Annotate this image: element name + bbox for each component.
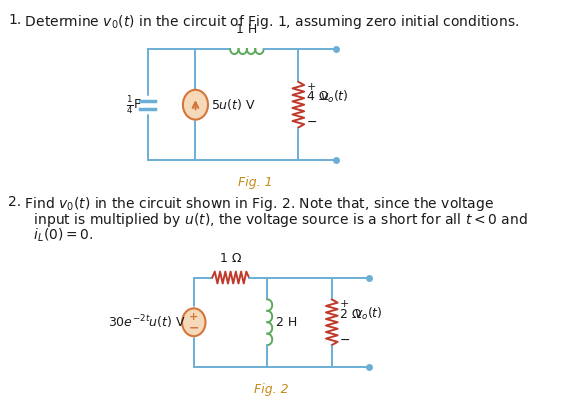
Text: $30e^{-2t}u(t)$ V: $30e^{-2t}u(t)$ V <box>108 313 185 331</box>
Text: $v_o(t)$: $v_o(t)$ <box>320 89 349 105</box>
Text: $v_o(t)$: $v_o(t)$ <box>354 306 382 323</box>
Text: 2 Ω: 2 Ω <box>340 308 361 321</box>
Text: input is multiplied by $u(t)$, the voltage source is a short for all $t < 0$ and: input is multiplied by $u(t)$, the volta… <box>16 211 528 229</box>
Text: Fig. 2: Fig. 2 <box>254 383 288 396</box>
Text: Fig. 1: Fig. 1 <box>238 176 272 189</box>
Circle shape <box>183 90 208 120</box>
Text: 2.: 2. <box>8 195 21 209</box>
Text: 1 Ω: 1 Ω <box>220 252 242 265</box>
Text: −: − <box>307 116 317 129</box>
Text: −: − <box>340 333 351 346</box>
Text: −: − <box>189 321 199 334</box>
Circle shape <box>182 308 205 336</box>
Text: +: + <box>307 82 316 92</box>
Text: $\frac{1}{4}$F: $\frac{1}{4}$F <box>126 94 141 116</box>
Text: 2 H: 2 H <box>276 316 297 329</box>
Text: Find $v_0(t)$ in the circuit shown in Fig. 2. Note that, since the voltage: Find $v_0(t)$ in the circuit shown in Fi… <box>16 195 494 213</box>
Text: +: + <box>340 299 350 310</box>
Text: 1 H: 1 H <box>236 23 257 36</box>
Text: 1.: 1. <box>8 13 21 27</box>
Text: +: + <box>189 312 198 322</box>
Text: Determine $v_0(t)$ in the circuit of Fig. 1, assuming zero initial conditions.: Determine $v_0(t)$ in the circuit of Fig… <box>16 13 520 32</box>
Text: $5u(t)$ V: $5u(t)$ V <box>211 97 256 112</box>
Text: $i_L(0) = 0$.: $i_L(0) = 0$. <box>16 227 94 244</box>
Text: 4 Ω: 4 Ω <box>307 90 328 103</box>
